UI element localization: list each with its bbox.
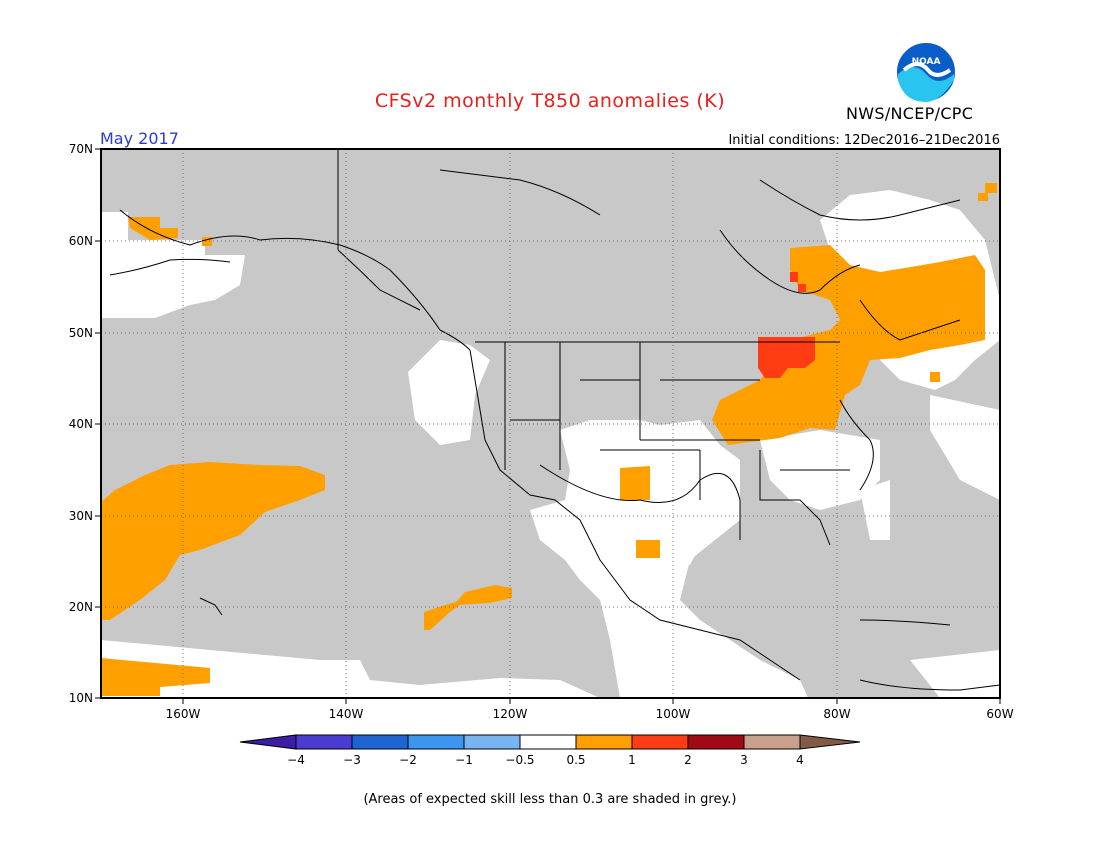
colorbar-label: 4 <box>796 753 804 767</box>
lat-label: 50N <box>69 326 93 340</box>
colorbar-cell <box>743 734 801 750</box>
colorbar-label: 0.5 <box>566 753 585 767</box>
colorbar-cell <box>631 734 689 750</box>
agency-label: NWS/NCEP/CPC <box>846 104 974 123</box>
valid-month-label: May 2017 <box>100 129 179 148</box>
noaa-logo: NOAA <box>895 41 957 103</box>
colorbar-cell <box>687 734 745 750</box>
warm-anomaly-0.5-1 <box>101 183 997 696</box>
map-title: CFSv2 monthly T850 anomalies (K) <box>374 90 726 112</box>
colorbar-cell <box>463 734 521 750</box>
colorbar-label: −1 <box>455 753 473 767</box>
colorbar-label: 2 <box>684 753 692 767</box>
lon-label: 100W <box>656 707 691 721</box>
lon-label: 160W <box>166 707 201 721</box>
colorbar-label: 3 <box>740 753 748 767</box>
colorbar-label: −0.5 <box>505 753 534 767</box>
initial-conditions-label: Initial conditions: 12Dec2016–21Dec2016 <box>728 133 1000 148</box>
colorbar-label: 1 <box>628 753 636 767</box>
colorbar-cell <box>407 734 465 750</box>
colorbar-cell <box>239 734 297 750</box>
lon-label: 60W <box>986 707 1013 721</box>
colorbar-cell <box>351 734 409 750</box>
axis-ticks <box>95 148 1001 704</box>
colorbar-label: −3 <box>343 753 361 767</box>
lat-label: 40N <box>69 417 93 431</box>
skill-footnote: (Areas of expected skill less than 0.3 a… <box>363 792 737 807</box>
colorbar <box>239 734 861 750</box>
colorbar-label: −2 <box>399 753 417 767</box>
colorbar-label: −4 <box>287 753 305 767</box>
lat-label: 30N <box>69 509 93 523</box>
lon-label: 120W <box>493 707 528 721</box>
coastlines-and-borders <box>109 149 1001 691</box>
lat-label: 60N <box>69 234 93 248</box>
lat-label: 10N <box>69 691 93 705</box>
colorbar-cell <box>519 734 577 750</box>
lat-label: 70N <box>69 142 93 156</box>
colorbar-cell <box>799 734 861 750</box>
lon-label: 140W <box>329 707 364 721</box>
warm-anomaly-1-2 <box>758 272 815 378</box>
noaa-logo-text: NOAA <box>912 57 941 67</box>
lat-label: 20N <box>69 600 93 614</box>
colorbar-cell <box>575 734 633 750</box>
colorbar-cell <box>295 734 353 750</box>
lon-label: 80W <box>823 707 850 721</box>
